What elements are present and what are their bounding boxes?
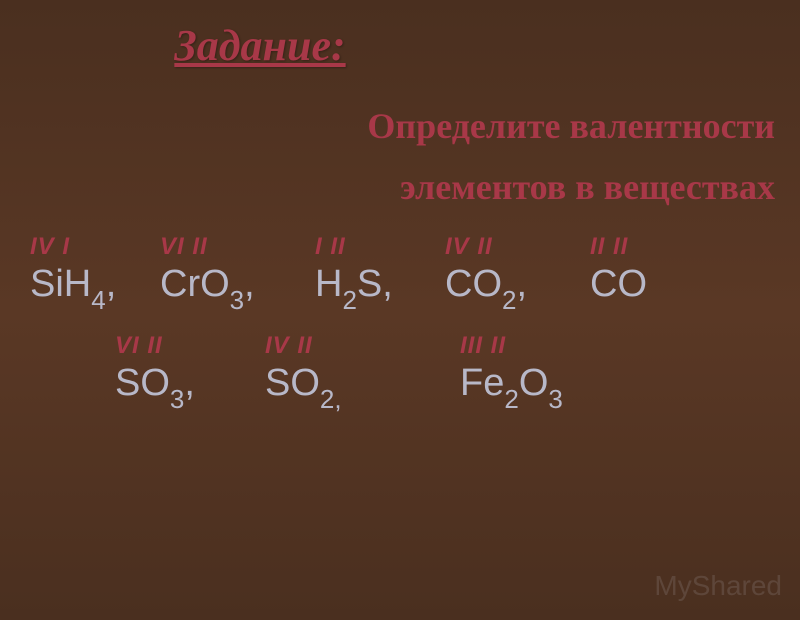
- chemical-formula: SO2,: [265, 362, 460, 411]
- chemical-formula: CO: [590, 263, 690, 306]
- valency-row-2: VI IIIV IIIII II: [30, 332, 800, 360]
- valency-label: II II: [590, 233, 690, 261]
- content-area: IV IVI III IIIV IIII II SiH4,CrO3,H2S,CO…: [0, 233, 800, 410]
- slide-subtitle: Определите валентности элементов в вещес…: [0, 96, 775, 218]
- valency-label: VI II: [115, 332, 265, 360]
- formula-row-1: SiH4,CrO3,H2S,CO2,CO: [30, 263, 800, 312]
- chemical-formula: H2S,: [315, 263, 445, 312]
- subtitle-line-2: элементов в веществах: [400, 167, 775, 207]
- valency-label: IV I: [30, 233, 160, 261]
- chemical-formula: CO2,: [445, 263, 590, 312]
- valency-label: IV II: [445, 233, 590, 261]
- valency-label: I II: [315, 233, 445, 261]
- watermark: MyShared: [654, 570, 782, 602]
- chemical-formula: CrO3,: [160, 263, 315, 312]
- chemical-formula: SiH4,: [30, 263, 160, 312]
- slide-title: Задание:: [110, 20, 410, 71]
- formula-row-2: SO3,SO2,Fe2O3: [30, 362, 800, 411]
- valency-label: IV II: [265, 332, 460, 360]
- valency-label: III II: [460, 332, 610, 360]
- subtitle-line-1: Определите валентности: [367, 106, 775, 146]
- valency-label: VI II: [160, 233, 315, 261]
- chemical-formula: Fe2O3: [460, 362, 610, 411]
- chemical-formula: SO3,: [115, 362, 265, 411]
- valency-row-1: IV IVI III IIIV IIII II: [30, 233, 800, 261]
